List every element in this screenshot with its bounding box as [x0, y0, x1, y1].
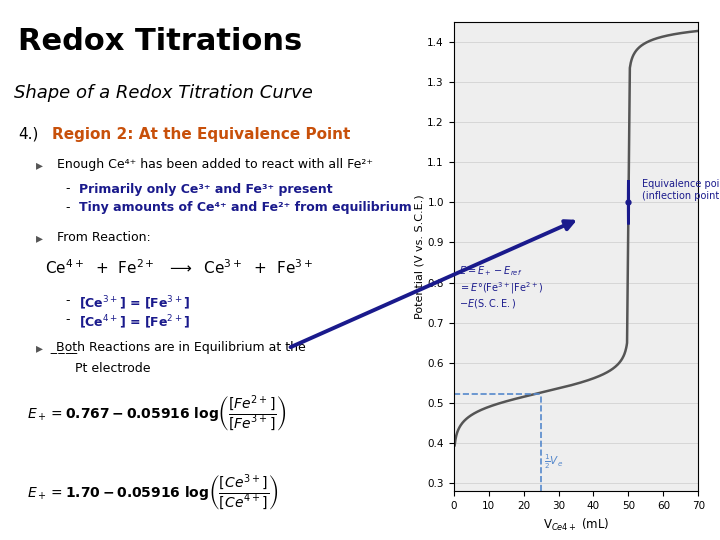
Text: $E = E_+ - E_{ref}$: $E = E_+ - E_{ref}$ [459, 265, 522, 278]
Text: $\frac{1}{2}V_e$: $\frac{1}{2}V_e$ [544, 453, 563, 471]
Text: Primarily only Ce³⁺ and Fe³⁺ present: Primarily only Ce³⁺ and Fe³⁺ present [79, 183, 333, 195]
Y-axis label: Potential (V vs. S.C.E.): Potential (V vs. S.C.E.) [415, 194, 425, 319]
Text: From Reaction:: From Reaction: [57, 231, 150, 244]
Text: Pt electrode: Pt electrode [75, 362, 150, 375]
Text: ̲B̲o̲t̲h Reactions are in Equilibrium at the: ̲B̲o̲t̲h Reactions are in Equilibrium at… [57, 341, 307, 354]
Text: Tiny amounts of Ce⁴⁺ and Fe²⁺ from equilibrium: Tiny amounts of Ce⁴⁺ and Fe²⁺ from equil… [79, 201, 412, 214]
Text: -: - [66, 201, 71, 214]
Text: $- E(\mathrm{S.C.E.})$: $- E(\mathrm{S.C.E.})$ [459, 296, 516, 309]
Text: -: - [66, 183, 71, 195]
Text: ▸: ▸ [36, 158, 43, 172]
Text: Enough Ce⁴⁺ has been added to react with all Fe²⁺: Enough Ce⁴⁺ has been added to react with… [57, 158, 373, 171]
Text: ▸: ▸ [36, 231, 43, 245]
Text: Shape of a Redox Titration Curve: Shape of a Redox Titration Curve [14, 84, 312, 102]
Text: Ce$^{4+}$  +  Fe$^{2+}$  $\longrightarrow$  Ce$^{3+}$  +  Fe$^{3+}$: Ce$^{4+}$ + Fe$^{2+}$ $\longrightarrow$ … [45, 258, 314, 277]
Text: Equivalence point
(inflection point): Equivalence point (inflection point) [642, 179, 720, 201]
Text: ▸: ▸ [36, 341, 43, 355]
Text: Region 2: At the Equivalence Point: Region 2: At the Equivalence Point [52, 127, 351, 142]
X-axis label: V$_{Ce4+}$ (mL): V$_{Ce4+}$ (mL) [543, 517, 609, 533]
Text: -: - [66, 313, 71, 326]
Text: 4.): 4.) [18, 127, 38, 142]
Text: $= E°(\mathrm{Fe}^{3+}|\mathrm{Fe}^{2+})$: $= E°(\mathrm{Fe}^{3+}|\mathrm{Fe}^{2+})… [459, 281, 544, 296]
Text: Redox Titrations: Redox Titrations [18, 27, 302, 56]
Text: [Ce$^{4+}$] = [Fe$^{2+}$]: [Ce$^{4+}$] = [Fe$^{2+}$] [79, 313, 191, 331]
Text: -: - [66, 294, 71, 307]
Text: $E_+ = \mathbf{0.767 - 0.05916}\ \mathbf{log}\left(\dfrac{[Fe^{2+}]}{[Fe^{3+}]}\: $E_+ = \mathbf{0.767 - 0.05916}\ \mathbf… [27, 393, 287, 434]
Text: $E_+ = \mathbf{1.70 - 0.05916}\ \mathbf{log}\left(\dfrac{[Ce^{3+}]}{[Ce^{4+}]}\r: $E_+ = \mathbf{1.70 - 0.05916}\ \mathbf{… [27, 472, 279, 513]
Text: [Ce$^{3+}$] = [Fe$^{3+}$]: [Ce$^{3+}$] = [Fe$^{3+}$] [79, 294, 191, 312]
